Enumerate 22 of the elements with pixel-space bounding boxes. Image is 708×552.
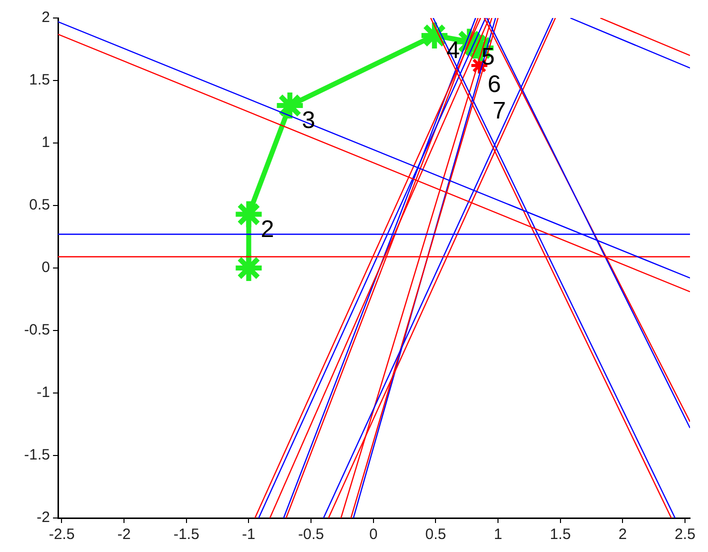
y-tick-label: -0.5 [24,322,50,339]
y-tick-label: 2 [42,9,50,26]
x-tick-label: -2 [117,526,131,544]
y-tick-label: 0 [42,259,50,276]
annotation: 6 [488,71,501,98]
x-tick-label: 2.5 [674,526,696,544]
y-tick-label: 1.5 [29,72,50,89]
y-tick-label: 0.5 [29,196,50,214]
x-tick-label: 0.5 [425,526,446,544]
x-tick-label: 2 [618,526,627,544]
x-tick-label: -2.5 [48,526,75,544]
x-tick-label: 1.5 [550,526,571,544]
x-tick-label: -0.5 [298,526,324,544]
annotation: 7 [492,98,506,125]
y-tick-label: -2 [36,509,50,526]
y-tick-label: -1 [36,384,50,402]
y-tick-label: -1.5 [24,446,50,464]
x-tick-label: -1.5 [173,526,200,544]
y-tick-label: 1 [42,134,50,152]
x-tick-label: 0 [369,526,378,544]
x-tick-label: 1 [494,526,502,544]
x-tick-label: -1 [242,526,256,544]
